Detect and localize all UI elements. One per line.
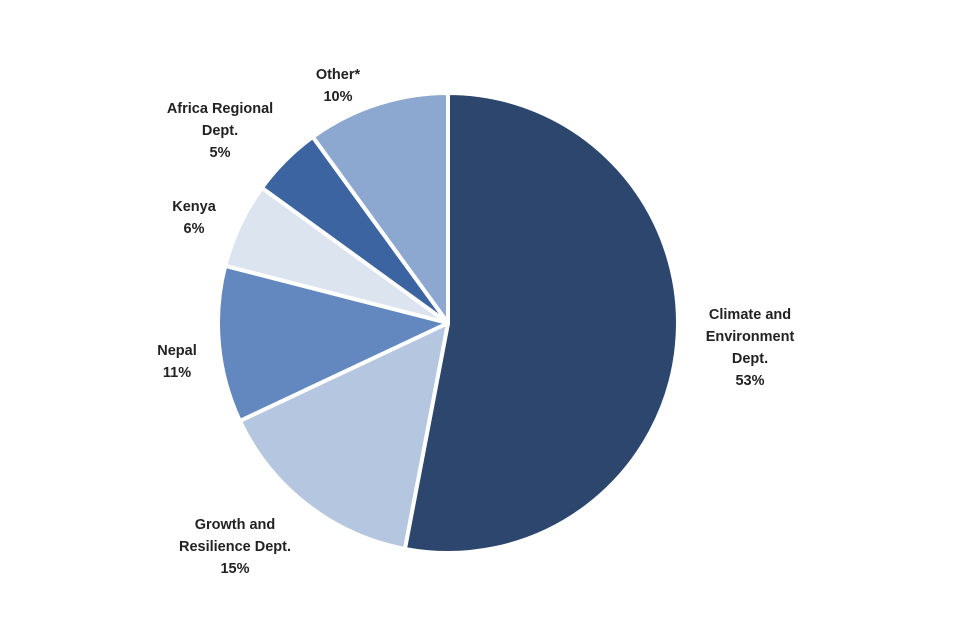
slice-label-nepal: Nepal 11% [157,343,197,381]
pie-slice-growth-and-resilience-dept [237,321,450,551]
pie-slice-nepal [216,263,450,423]
pie-slice-climate-and-environment-dept [402,91,680,555]
slice-label-kenya: Kenya 6% [172,199,216,237]
pie-slice-other [310,91,450,325]
slice-label-climate-and-environment: Climate and Environment Dept. 53% [705,307,795,389]
slice-label-africa-regional: Africa Regional Dept. 5% [166,101,274,161]
slice-label-other: Other* 10% [315,67,361,105]
slice-label-growth-and-resilience: Growth and Resilience Dept. 15% [178,517,291,577]
